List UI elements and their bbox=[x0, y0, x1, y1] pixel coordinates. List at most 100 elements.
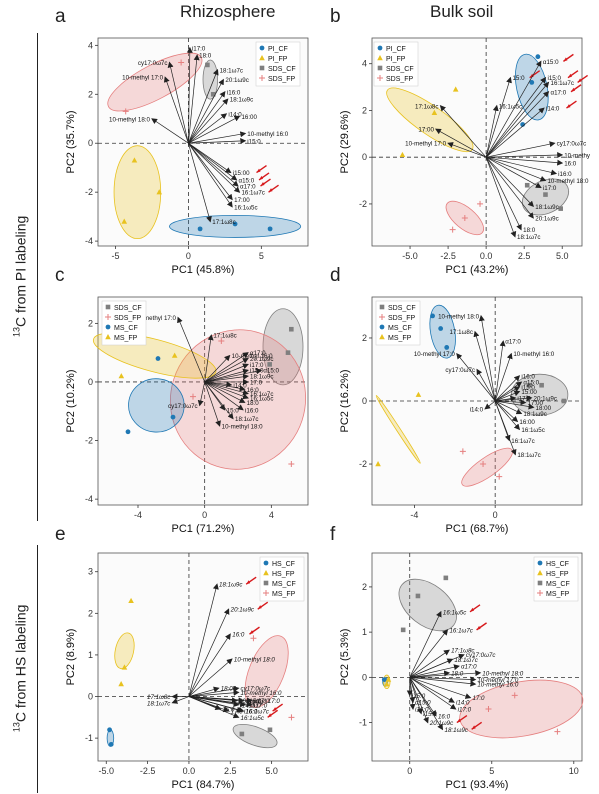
data-point-grey bbox=[239, 731, 245, 737]
bulk-soil-header: Bulk soil bbox=[430, 2, 494, 21]
data-point-yellow bbox=[383, 681, 390, 687]
loading-arrow bbox=[163, 76, 189, 144]
y-tick-label: 0 bbox=[88, 692, 93, 702]
loading-label: 18:1ω9c bbox=[535, 204, 558, 211]
y-tick-label: 2 bbox=[362, 333, 367, 343]
legend-label: SDS_CF bbox=[386, 66, 414, 73]
loading-arrow bbox=[188, 633, 231, 697]
loading-arrow bbox=[484, 400, 496, 410]
y-tick-label: -4 bbox=[85, 236, 93, 246]
loading-label: 10-methyl 18:0 bbox=[222, 423, 263, 430]
loading-arrow bbox=[188, 68, 219, 144]
y-axis-label: PC2 (35.7%) bbox=[65, 111, 77, 174]
y-tick-label: 0 bbox=[88, 138, 93, 148]
loading-arrow bbox=[204, 381, 234, 420]
loading-label: 17:0 bbox=[250, 379, 263, 386]
loading-label: i17:0 bbox=[192, 45, 206, 52]
loading-label: α15:0 bbox=[239, 177, 255, 184]
data-point-grey bbox=[285, 350, 291, 355]
loading-arrow bbox=[494, 400, 521, 431]
loading-arrow bbox=[485, 107, 545, 158]
loading-label: 10-methyl 16:0 bbox=[477, 682, 518, 689]
x-axis-label: PC1 (45.8%) bbox=[172, 264, 235, 276]
y-tick-label: 2 bbox=[88, 89, 93, 99]
data-point-yellow bbox=[385, 676, 392, 682]
y-axis-label: PC2 (16.2%) bbox=[339, 370, 351, 433]
loading-arrow bbox=[495, 390, 521, 402]
loading-arrow bbox=[409, 649, 450, 678]
loading-label: i17:0 bbox=[517, 395, 531, 402]
loading-arrow bbox=[456, 352, 496, 402]
loading-label: 16:1ω5c bbox=[241, 715, 265, 722]
loading-label: 18:00 bbox=[221, 686, 237, 693]
legend-marker-blue bbox=[263, 560, 269, 566]
legend-marker-yellow bbox=[379, 334, 385, 340]
highlight-arrow-head bbox=[529, 73, 534, 78]
x-tick-label: 0 bbox=[493, 510, 498, 520]
plot-area: 10-methyl 18:0 17:1ω8c α17:0 10-methyl 17:0… bbox=[375, 304, 569, 487]
data-point-red bbox=[485, 706, 492, 712]
loading-label: 15:00 bbox=[521, 389, 537, 396]
loading-arrow bbox=[204, 368, 263, 383]
loading-label: 16:1ω5c bbox=[443, 609, 467, 616]
legend-label: MS_FP bbox=[114, 335, 138, 342]
loading-label: 18:1ω9c bbox=[523, 411, 546, 418]
loading-label: 10-methyl 17:0 bbox=[135, 315, 176, 322]
loading-arrow bbox=[409, 677, 472, 699]
loading-arrow bbox=[435, 128, 487, 158]
y-tick-label: 0 bbox=[362, 396, 367, 406]
panel-letter-c: c bbox=[55, 265, 65, 286]
loading-label: 18:0 bbox=[199, 53, 212, 60]
data-point-blue bbox=[232, 221, 238, 227]
loading-label: 10-methyl 18:0 bbox=[547, 178, 588, 185]
data-point-blue bbox=[430, 313, 435, 319]
highlight-arrow-head bbox=[571, 87, 576, 92]
loading-label: 16:1ω7c bbox=[449, 627, 473, 634]
data-point-yellow bbox=[399, 151, 406, 158]
x-tick-label: 2.5 bbox=[224, 766, 237, 776]
loading-label: 18:0 bbox=[523, 227, 536, 234]
y-tick-label: 4 bbox=[88, 40, 93, 50]
pca-biplot-d: -4 0 -2 0 2 PC1 (68.7%) PC2 (16.2%) 10-methyl 1… bbox=[339, 296, 583, 535]
loading-arrow bbox=[204, 381, 244, 411]
data-point-yellow bbox=[452, 86, 459, 92]
data-point-yellow bbox=[118, 681, 124, 687]
y-tick-label: -1 bbox=[85, 733, 93, 743]
legend-label: MS_FP bbox=[388, 335, 412, 342]
legend-marker-grey bbox=[537, 580, 543, 586]
loading-label: α15:0 bbox=[246, 698, 262, 705]
loading-label: i14:0 bbox=[470, 406, 484, 413]
plot-area: 15:0 α15:0 i15:016:1ω7c α17:0 i14:0 17:1ω8c 16… bbox=[386, 53, 590, 241]
loading-arrow bbox=[485, 81, 550, 158]
loading-arrow bbox=[204, 381, 249, 396]
loading-label: 10-methyl 16:0 bbox=[241, 690, 282, 697]
loading-label: 10-methyl 16:0 bbox=[247, 131, 288, 138]
x-axis-label: PC1 (93.4%) bbox=[446, 779, 509, 791]
loading-label: 17:00 bbox=[418, 127, 434, 134]
highlight-arrow-head bbox=[563, 57, 568, 62]
hs-bracket-line bbox=[37, 545, 38, 793]
data-point-grey bbox=[267, 362, 272, 367]
loading-arrow bbox=[409, 676, 477, 683]
loading-arrow bbox=[188, 696, 253, 704]
panel-c: -4 0 4 -4 -2 0 2 PC1 (71.2%) PC2 (10.2%) 10-methy… bbox=[46, 283, 316, 538]
x-tick-label: 0 bbox=[186, 251, 191, 261]
loading-label: 15:0 bbox=[227, 407, 240, 414]
hs-row-label: 13C from HS labeling bbox=[11, 604, 29, 733]
loading-label: 16:00 bbox=[519, 419, 535, 426]
loading-label: 10-methyl 17:0 bbox=[414, 351, 455, 358]
highlight-arrow-head bbox=[268, 188, 273, 193]
panel-a: -5 0 5 -4 -2 0 2 4 PC1 (45.8%) PC2 (35.7%) i17:0 18… bbox=[46, 24, 316, 279]
loading-arrow bbox=[494, 375, 521, 402]
loading-label: i15:00 bbox=[233, 170, 250, 177]
legend-label: MS_FP bbox=[546, 591, 570, 598]
legend-marker-red bbox=[105, 314, 111, 320]
data-point-yellow bbox=[431, 109, 438, 115]
loading-label: 18:1ω7c bbox=[517, 452, 540, 459]
loading-label: i17:0 bbox=[458, 707, 472, 714]
y-tick-label: 2 bbox=[88, 318, 93, 328]
loading-arrow bbox=[204, 368, 249, 383]
x-tick-label: 5 bbox=[259, 251, 264, 261]
y-tick-label: -4 bbox=[85, 494, 93, 504]
